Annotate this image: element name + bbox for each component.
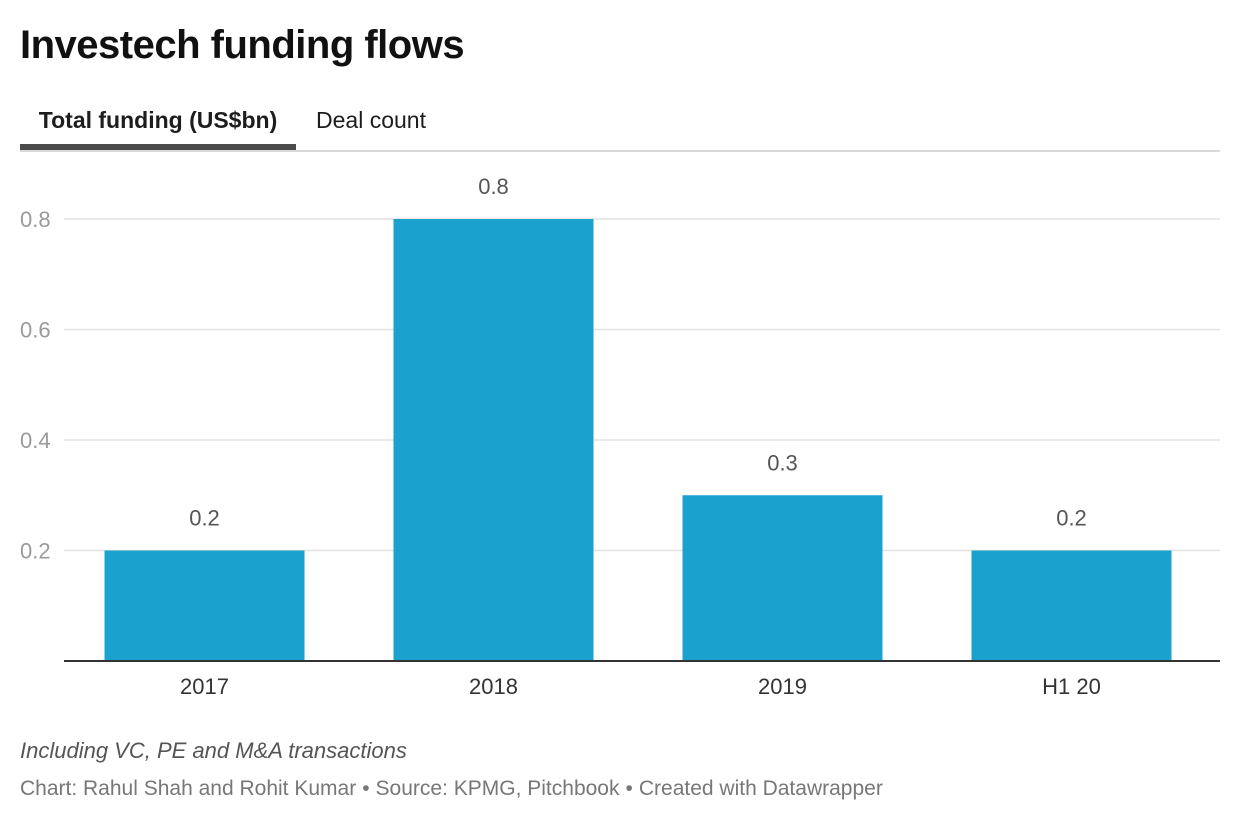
data-label: 0.8 bbox=[478, 174, 509, 199]
y-tick-label: 0.2 bbox=[20, 539, 51, 564]
data-label: 0.2 bbox=[1056, 506, 1087, 531]
data-label: 0.3 bbox=[767, 450, 798, 475]
tab-deal-count[interactable]: Deal count bbox=[316, 107, 426, 133]
bar-chart: 0.2 0.4 0.6 0.8 0.2 2017 0.8 2018 0.3 2019 0.2 H1 2… bbox=[20, 174, 1220, 699]
credit-separator: • bbox=[362, 777, 370, 800]
tab-bar: Total funding (US$bn) Deal count bbox=[20, 96, 1220, 152]
labels: 0.2 0.4 0.6 0.8 0.2 2017 0.8 2018 0.3 2019 0.2 H1 2… bbox=[20, 174, 1101, 699]
bar-h1-20[interactable] bbox=[971, 550, 1172, 662]
source-note: Source: KPMG, Pitchbook bbox=[375, 777, 620, 800]
chart-notes: Including VC, PE and M&A transactions bbox=[20, 738, 407, 763]
y-tick-label: 0.6 bbox=[20, 318, 51, 343]
bar-2018[interactable] bbox=[393, 219, 594, 661]
datawrapper-link[interactable]: Created with Datawrapper bbox=[638, 777, 883, 800]
y-tick-label: 0.4 bbox=[20, 428, 51, 453]
data-label: 0.2 bbox=[189, 506, 220, 531]
y-tick-label: 0.8 bbox=[20, 207, 51, 232]
bar-2017[interactable] bbox=[104, 550, 305, 662]
chart-title: Investech funding flows bbox=[20, 23, 465, 67]
credit-separator: • bbox=[625, 777, 633, 800]
chart-byline: Chart: Rahul Shah and Rohit Kumar bbox=[20, 777, 357, 800]
tab-total-funding[interactable]: Total funding (US$bn) bbox=[38, 107, 278, 133]
x-tick-label: 2019 bbox=[758, 674, 807, 699]
chart-credits: Chart: Rahul Shah and Rohit Kumar • Source… bbox=[20, 777, 883, 801]
tab-bar-divider bbox=[20, 150, 1220, 152]
x-tick-label: H1 20 bbox=[1042, 674, 1101, 699]
grid-lines bbox=[64, 218, 1220, 552]
x-tick-label: 2018 bbox=[469, 674, 518, 699]
x-tick-label: 2017 bbox=[180, 674, 229, 699]
bars bbox=[104, 219, 1172, 662]
bar-2019[interactable] bbox=[682, 495, 883, 661]
active-tab-indicator bbox=[20, 144, 296, 150]
